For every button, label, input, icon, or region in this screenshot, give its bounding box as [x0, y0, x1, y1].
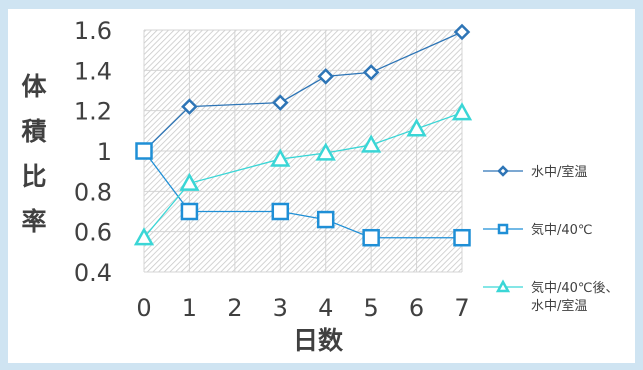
x-tick-label: 1: [182, 294, 197, 322]
x-tick-label: 4: [318, 294, 333, 322]
series-line: [143, 31, 463, 152]
x-tick-label: 3: [273, 294, 288, 322]
y-axis-label: 体積比率: [21, 72, 47, 236]
y-tick-label: 0.8: [74, 178, 112, 206]
data-point-square: [453, 228, 471, 247]
y-tick-label: 1.4: [74, 57, 112, 85]
data-point-triangle: [179, 172, 200, 191]
y-tick-label: 0.6: [74, 219, 112, 247]
y-tick-label: 1: [97, 138, 112, 166]
legend-marker: [495, 279, 511, 293]
legend-marker: [497, 165, 509, 177]
legend-label: 気中/40℃: [531, 222, 593, 238]
data-point-diamond: [453, 23, 471, 41]
x-tick-label: 5: [364, 294, 379, 322]
data-point-square: [135, 142, 153, 160]
y-tick-label: 0.4: [74, 259, 112, 287]
data-point-diamond: [181, 98, 198, 115]
data-point-square: [271, 202, 290, 221]
x-tick-label: 6: [409, 294, 424, 322]
data-point-diamond: [362, 64, 380, 81]
data-point-square: [362, 228, 380, 247]
legend-label: 水中/室温: [531, 298, 587, 314]
data-point-triangle: [270, 148, 291, 167]
y-tick-label: 1.2: [74, 98, 112, 126]
data-point-square: [316, 210, 335, 229]
legend-label: 水中/室温: [531, 164, 587, 180]
series-line: [143, 150, 462, 239]
x-tick-label: 2: [227, 294, 242, 322]
data-point-triangle: [315, 142, 336, 161]
data-point-diamond: [317, 68, 334, 85]
data-point-triangle: [451, 102, 473, 121]
x-tick-label: 0: [136, 294, 151, 322]
data-point-triangle: [406, 118, 427, 137]
x-axis-label: 日数: [293, 326, 344, 355]
data-point-square: [180, 202, 199, 221]
data-point-diamond: [272, 94, 289, 111]
data-point-triangle: [361, 134, 382, 153]
x-tick-label: 7: [454, 294, 469, 322]
y-tick-label: 1.6: [74, 17, 112, 45]
data-point-triangle: [133, 227, 155, 246]
legend-marker: [497, 223, 509, 235]
legend-label: 気中/40℃後、: [531, 280, 619, 296]
